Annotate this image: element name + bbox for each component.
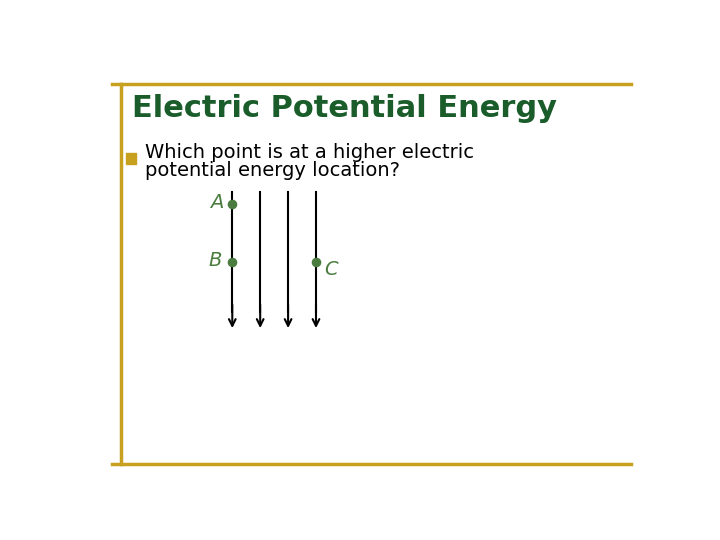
Text: C: C bbox=[324, 260, 338, 279]
Text: A: A bbox=[210, 193, 223, 212]
Text: Which point is at a higher electric: Which point is at a higher electric bbox=[145, 144, 474, 163]
Text: Electric Potential Energy: Electric Potential Energy bbox=[132, 94, 557, 123]
Point bbox=[310, 258, 322, 267]
Text: B: B bbox=[209, 251, 222, 269]
Point bbox=[227, 200, 238, 208]
Bar bbox=[126, 153, 136, 164]
Text: potential energy location?: potential energy location? bbox=[145, 161, 400, 180]
Point bbox=[227, 258, 238, 267]
